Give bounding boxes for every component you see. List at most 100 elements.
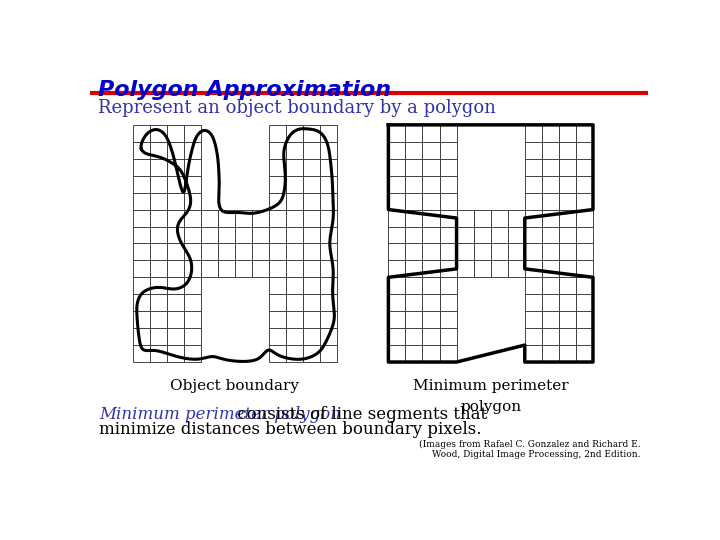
Bar (525, 176, 542, 193)
Bar (405, 176, 423, 193)
Bar (456, 260, 474, 278)
Bar (269, 278, 286, 294)
Bar (150, 176, 167, 193)
Bar (201, 226, 218, 244)
Bar (576, 345, 593, 362)
Bar (388, 142, 405, 159)
Bar (286, 328, 303, 345)
Bar (525, 311, 542, 328)
Bar (286, 345, 303, 362)
Bar (542, 260, 559, 278)
Bar (286, 311, 303, 328)
Bar (405, 159, 423, 176)
Bar (303, 176, 320, 193)
Bar (542, 294, 559, 311)
Bar (201, 260, 218, 278)
Bar (388, 244, 405, 260)
Bar (303, 345, 320, 362)
Bar (132, 226, 150, 244)
Bar (167, 345, 184, 362)
Bar (576, 278, 593, 294)
Bar (132, 142, 150, 159)
Bar (150, 311, 167, 328)
Bar (184, 210, 201, 226)
Bar (423, 176, 439, 193)
Bar (303, 193, 320, 210)
Bar (167, 125, 184, 142)
Bar (303, 210, 320, 226)
Bar (388, 226, 405, 244)
Bar (559, 210, 576, 226)
Bar (423, 159, 439, 176)
Bar (439, 294, 456, 311)
Bar (542, 311, 559, 328)
Bar (559, 345, 576, 362)
Bar (490, 226, 508, 244)
Bar (184, 311, 201, 328)
Bar (218, 244, 235, 260)
Bar (132, 328, 150, 345)
Bar (423, 311, 439, 328)
Bar (388, 159, 405, 176)
Bar (167, 278, 184, 294)
Bar (388, 278, 405, 294)
Bar (184, 345, 201, 362)
Bar (576, 159, 593, 176)
Bar (439, 311, 456, 328)
Bar (388, 193, 405, 210)
Bar (508, 260, 525, 278)
Bar (439, 226, 456, 244)
Bar (320, 244, 337, 260)
Bar (576, 328, 593, 345)
Bar (320, 328, 337, 345)
Bar (184, 260, 201, 278)
Bar (201, 210, 218, 226)
Bar (150, 142, 167, 159)
Bar (423, 142, 439, 159)
Bar (303, 142, 320, 159)
Bar (388, 345, 405, 362)
Bar (576, 260, 593, 278)
Bar (559, 294, 576, 311)
Bar (559, 159, 576, 176)
Bar (269, 244, 286, 260)
Bar (184, 226, 201, 244)
Bar (474, 260, 490, 278)
Bar (167, 294, 184, 311)
Bar (388, 210, 405, 226)
Bar (132, 193, 150, 210)
Bar (525, 193, 542, 210)
Bar (150, 125, 167, 142)
Bar (150, 159, 167, 176)
Bar (286, 210, 303, 226)
Bar (286, 159, 303, 176)
Bar (542, 176, 559, 193)
Bar (559, 244, 576, 260)
Bar (218, 260, 235, 278)
Bar (252, 244, 269, 260)
Bar (542, 278, 559, 294)
Bar (423, 328, 439, 345)
Bar (132, 345, 150, 362)
Bar (150, 278, 167, 294)
Bar (388, 328, 405, 345)
Bar (303, 244, 320, 260)
Text: Minimum perimeter
polygon: Minimum perimeter polygon (413, 379, 569, 414)
Bar (150, 345, 167, 362)
Bar (559, 142, 576, 159)
Text: (Images from Rafael C. Gonzalez and Richard E.
Wood, Digital Image Processing, 2: (Images from Rafael C. Gonzalez and Rich… (418, 440, 640, 459)
Bar (269, 294, 286, 311)
Bar (559, 328, 576, 345)
Bar (167, 226, 184, 244)
Bar (235, 210, 252, 226)
Bar (405, 328, 423, 345)
Bar (320, 142, 337, 159)
Bar (167, 176, 184, 193)
Bar (320, 125, 337, 142)
Bar (576, 311, 593, 328)
Bar (576, 226, 593, 244)
Bar (405, 210, 423, 226)
Bar (388, 311, 405, 328)
Bar (184, 294, 201, 311)
Bar (405, 278, 423, 294)
